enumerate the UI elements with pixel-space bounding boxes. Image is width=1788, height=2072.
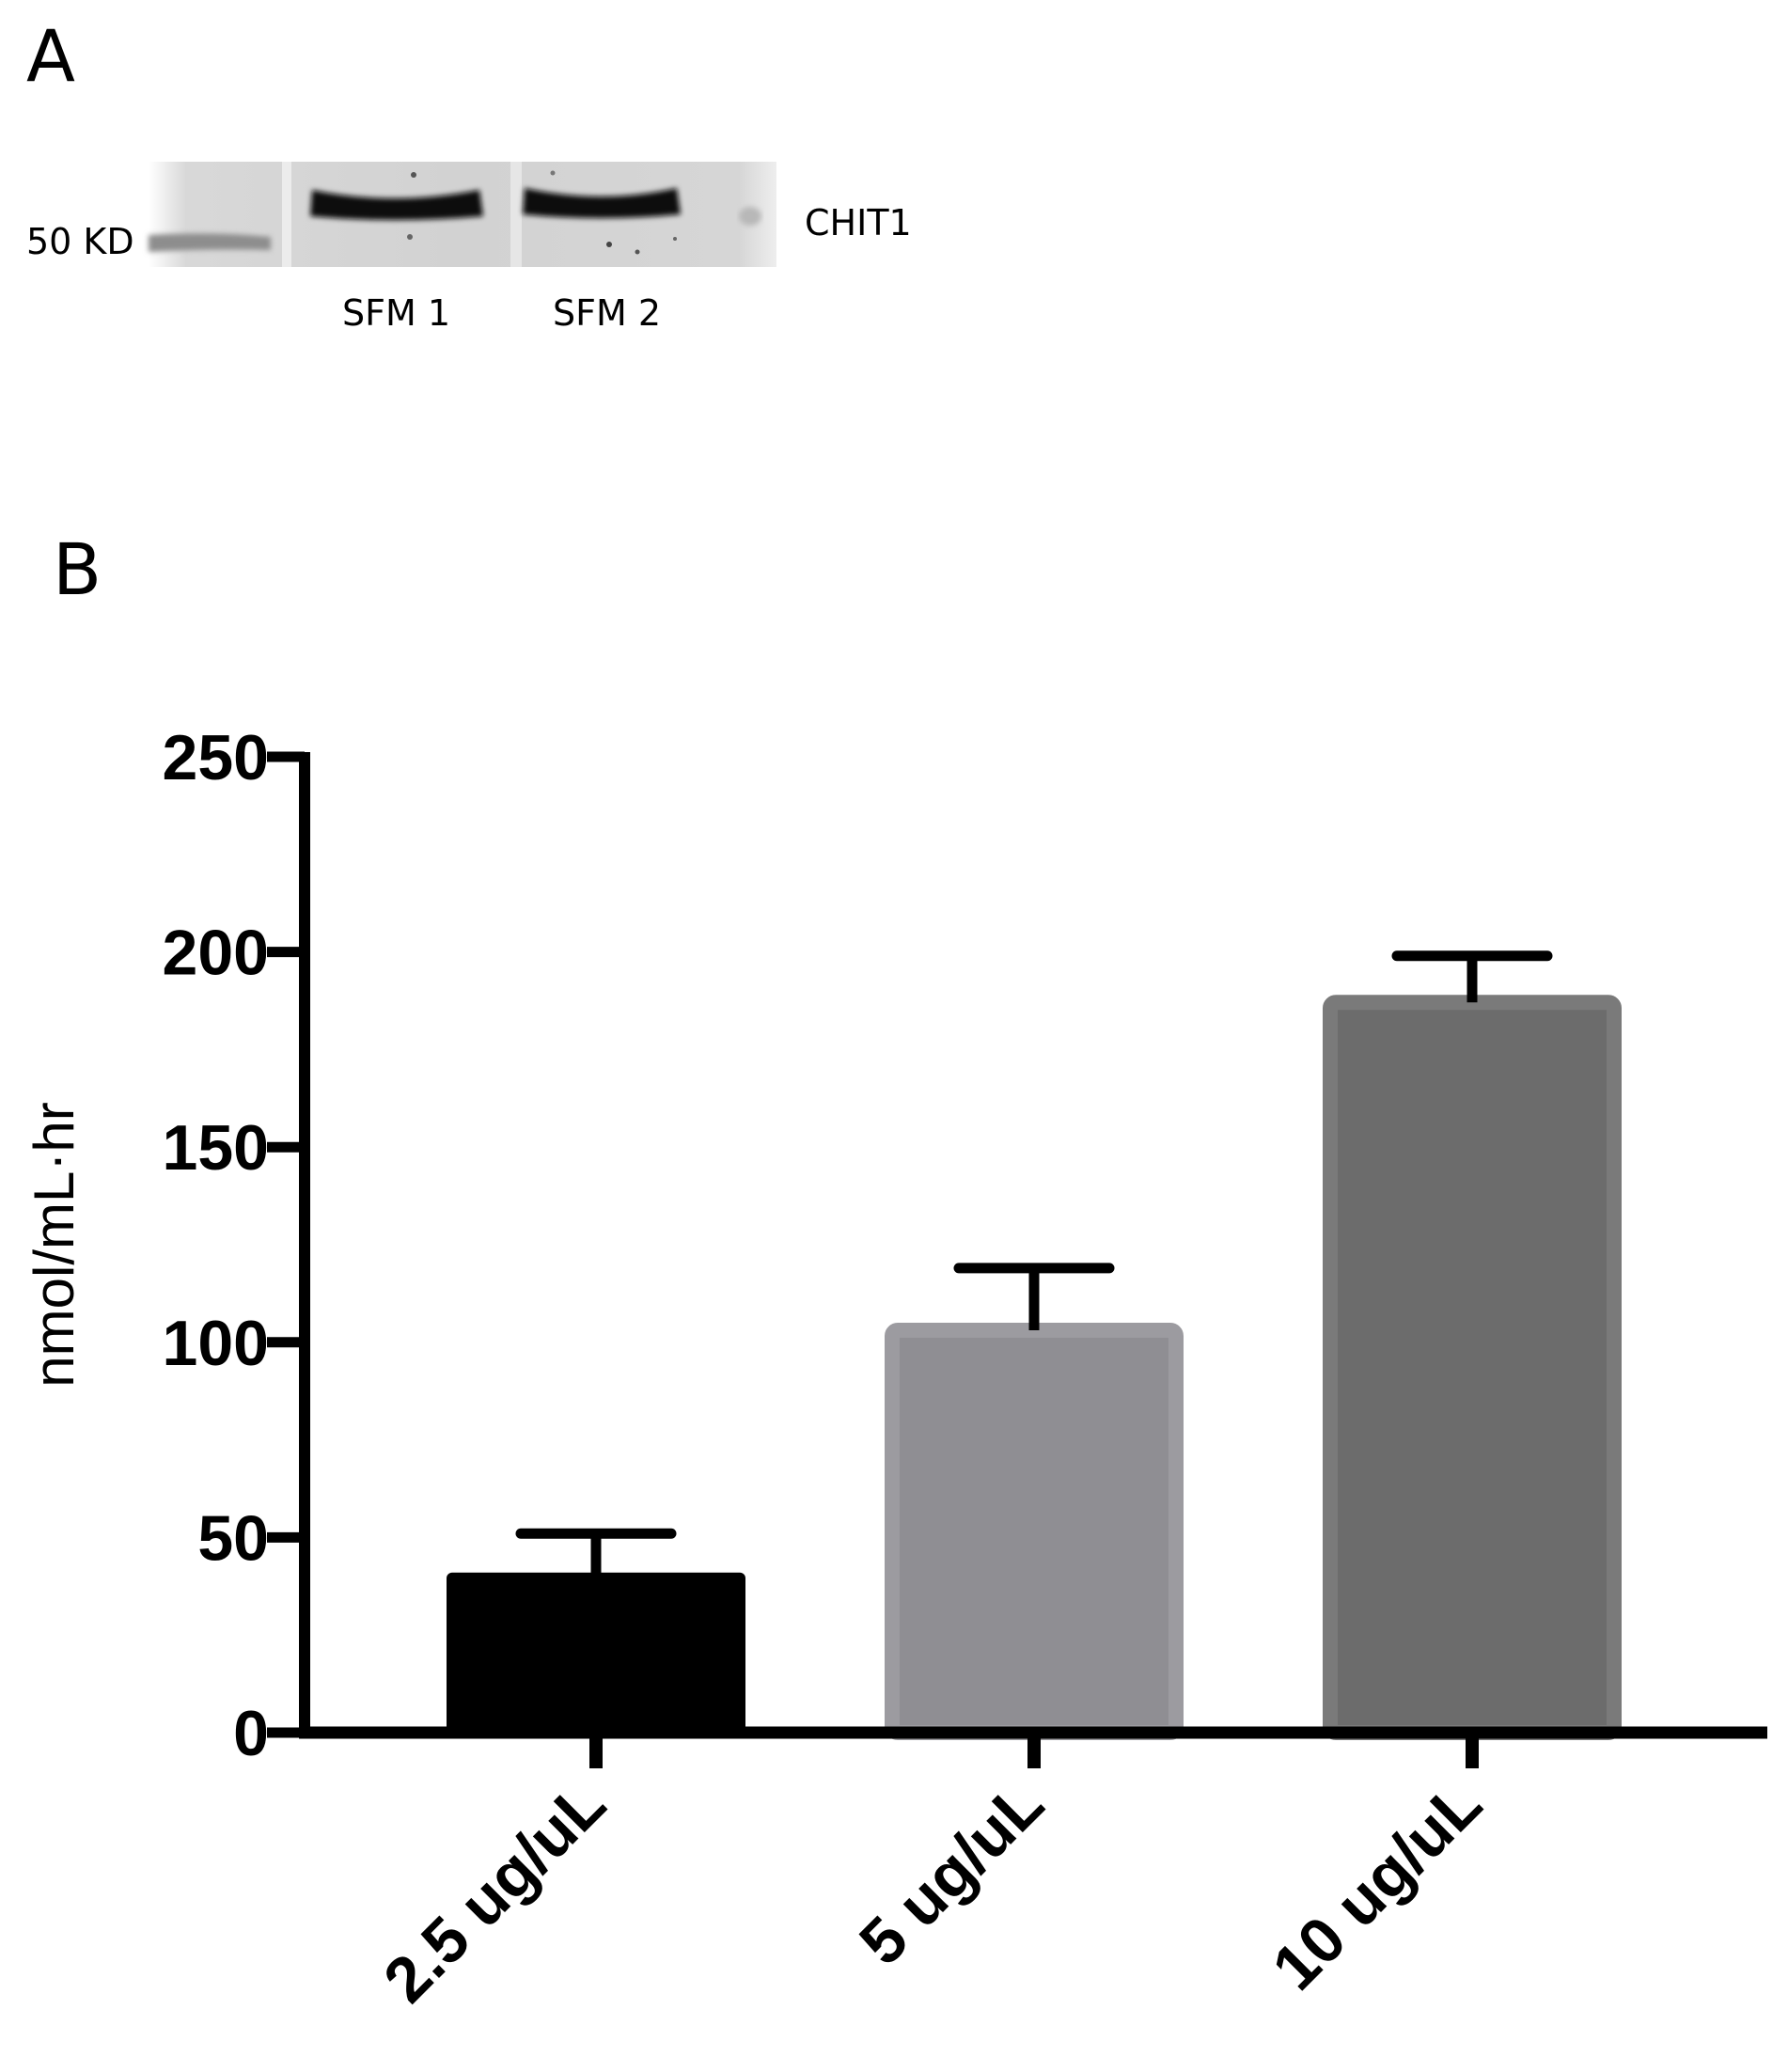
western-blot-image xyxy=(149,162,776,267)
faint-band xyxy=(739,207,761,226)
band-sfm-2 xyxy=(523,188,681,218)
lane-label-sfm-2: SFM 2 xyxy=(553,292,662,334)
panel-a-letter: A xyxy=(26,14,75,98)
y-tick-label-50: 50 xyxy=(197,1502,269,1574)
y-tick-label-250: 250 xyxy=(163,722,269,793)
marker-band xyxy=(149,233,271,252)
bar-3 xyxy=(1323,995,1622,1740)
band-sfm-1 xyxy=(310,190,483,220)
x-category-label-1: 2.5 ug/uL xyxy=(370,1767,620,2017)
x-category-label-2: 5 ug/uL xyxy=(846,1767,1058,1979)
lane-label-sfm-1: SFM 1 xyxy=(342,292,451,334)
y-tick-label-100: 100 xyxy=(163,1308,269,1379)
y-tick-label-200: 200 xyxy=(163,918,269,989)
x-category-label-3: 10 ug/uL xyxy=(1259,1767,1495,2003)
y-tick-label-0: 0 xyxy=(233,1698,269,1769)
panel-b-letter: B xyxy=(53,527,102,611)
bar-2 xyxy=(885,1323,1184,1741)
y-axis-label: nmol/mL·hr xyxy=(23,1102,86,1387)
protein-label: CHIT1 xyxy=(805,202,912,243)
y-tick-label-150: 150 xyxy=(163,1112,269,1184)
molecular-weight-marker-label: 50 KD xyxy=(26,221,134,262)
bar-1 xyxy=(447,1572,745,1733)
